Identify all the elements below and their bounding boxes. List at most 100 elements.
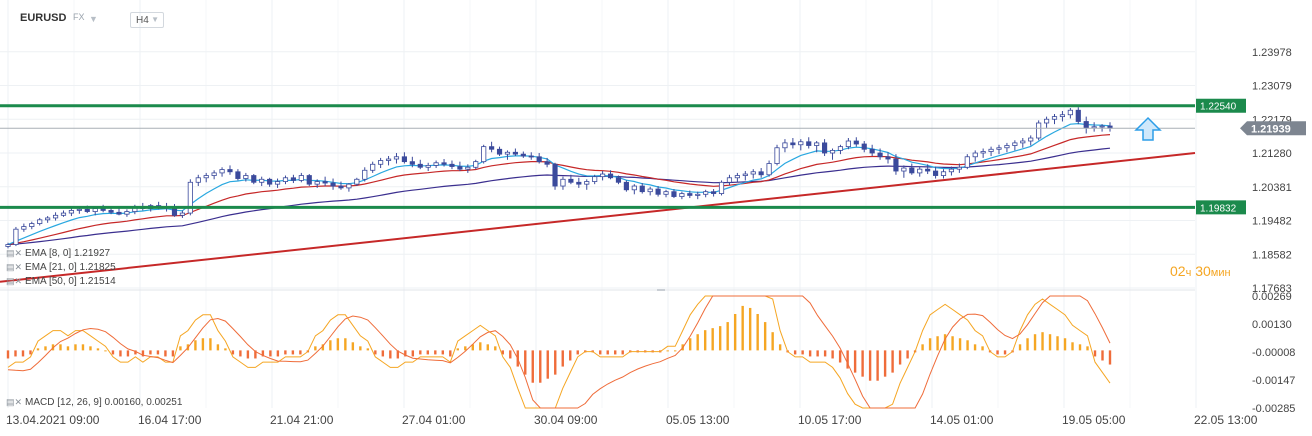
macd-histogram-bar [936, 336, 939, 351]
candle-body [1012, 142, 1018, 146]
macd-histogram-bar [1026, 338, 1029, 351]
macd-histogram-bar [74, 344, 77, 351]
macd-histogram-bar [21, 350, 25, 357]
macd-histogram-bar [441, 350, 445, 355]
legend-ema21[interactable]: ▤✕ EMA [21, 0] 1.21825 [6, 262, 116, 273]
macd-histogram-bar [291, 350, 295, 355]
macd-histogram-bar [269, 350, 272, 357]
macd-tick-label: -0.00008 [1252, 347, 1295, 359]
level-tag-support [1196, 200, 1246, 215]
candle-body [742, 173, 748, 176]
candle-body [235, 171, 241, 179]
macd-histogram-bar [726, 322, 729, 351]
up-arrow-icon[interactable] [1134, 116, 1162, 141]
eye-close-icon[interactable]: ▤✕ [6, 262, 23, 272]
macd-histogram-bar [1101, 350, 1104, 361]
eye-close-icon[interactable]: ▤✕ [6, 248, 23, 258]
macd-histogram-bar [906, 350, 909, 359]
candle-body [568, 178, 574, 183]
level-tag-label: 1.22540 [1200, 102, 1237, 113]
candle-body [441, 162, 447, 165]
candle-body [695, 193, 701, 196]
macd-histogram-bar [89, 346, 92, 351]
macd-histogram-bar [808, 350, 812, 357]
macd-histogram-bar [254, 350, 257, 359]
candle-body [409, 161, 415, 165]
candle-body [940, 171, 947, 176]
candle-body [647, 188, 653, 193]
candle-body [536, 156, 542, 163]
candle-body [68, 210, 75, 214]
candle-body [655, 188, 661, 195]
macd-histogram-bar [801, 350, 804, 355]
legend-macd[interactable]: ▤✕ MACD [12, 26, 9] 0.00160, 0.00251 [6, 397, 182, 408]
candle-body [481, 146, 487, 163]
macd-histogram-bar [246, 350, 250, 359]
macd-histogram-bar [763, 322, 767, 351]
macd-histogram-bar [951, 336, 954, 351]
macd-histogram-bar [344, 338, 347, 351]
macd-histogram-bar [861, 350, 864, 377]
macd-histogram-bar [351, 342, 355, 351]
symbol-label[interactable]: EURUSD [20, 12, 67, 24]
macd-histogram-bar [703, 330, 707, 351]
candle-body [330, 182, 336, 187]
legend-ema21-text: EMA [21, 0] 1.21825 [25, 262, 116, 273]
signal-line [7, 295, 1111, 409]
candle-body [45, 217, 51, 221]
candle-body [893, 158, 899, 172]
macd-histogram-bar [816, 350, 819, 357]
legend-ema8[interactable]: ▤✕ EMA [8, 0] 1.21927 [6, 248, 110, 259]
macd-histogram-bar [179, 346, 182, 351]
eye-close-icon[interactable]: ▤✕ [6, 276, 23, 286]
candle-body [1051, 116, 1058, 120]
candle-body [631, 185, 637, 191]
macd-histogram-bar [479, 342, 482, 351]
macd-histogram-bar [531, 350, 534, 383]
macd-histogram-bar [1108, 350, 1112, 365]
price-tick-label: 1.23978 [1252, 47, 1292, 59]
legend-macd-text: MACD [12, 26, 9] 0.00160, 0.00251 [25, 397, 183, 408]
candle-body [948, 168, 955, 173]
candle-body [354, 178, 360, 185]
macd-histogram-bar [36, 348, 40, 351]
macd-histogram-bar [539, 350, 542, 383]
macd-histogram-bar [44, 346, 47, 351]
macd-histogram-bar [81, 344, 85, 351]
macd-histogram-bar [194, 340, 197, 351]
macd-histogram-bar [853, 350, 857, 373]
macd-histogram-bar [59, 344, 62, 351]
candle-body [829, 149, 836, 154]
macd-histogram-bar [509, 350, 512, 359]
timeframe-select[interactable]: H4 ▼ [130, 12, 164, 28]
candle-body [814, 142, 820, 146]
candle-body [187, 181, 193, 214]
macd-histogram-bar [996, 350, 999, 355]
chevron-down-icon[interactable]: ▼ [89, 14, 98, 24]
macd-tick-label: -0.00147 [1252, 375, 1295, 387]
candle-body [1099, 125, 1105, 128]
candle-body [774, 147, 780, 164]
macd-histogram-bar [216, 344, 220, 351]
horizontal-levels [0, 104, 1196, 283]
macd-histogram-bar [793, 350, 797, 355]
macd-histogram-bar [778, 344, 782, 351]
macd-histogram-bar [546, 350, 549, 379]
macd-histogram-bar [456, 348, 459, 351]
macd-histogram-bar [426, 350, 430, 355]
macd-histogram-bar [1003, 350, 1007, 355]
macd-histogram-bar [696, 334, 699, 351]
candle-body [528, 155, 534, 158]
macd-histogram-bar [396, 350, 400, 359]
legend-ema50[interactable]: ▤✕ EMA [50, 0] 1.21514 [6, 276, 116, 287]
macd-histogram-bar [471, 344, 474, 351]
level-tag-resistance [1196, 98, 1246, 113]
candle-body [385, 158, 392, 161]
candle-body [584, 181, 590, 185]
eye-close-icon[interactable]: ▤✕ [6, 397, 23, 407]
macd-histogram-bar [464, 346, 467, 351]
candle-body [837, 146, 844, 151]
macd-histogram-bar [381, 350, 385, 357]
countdown-hours: 02 [1170, 263, 1186, 279]
